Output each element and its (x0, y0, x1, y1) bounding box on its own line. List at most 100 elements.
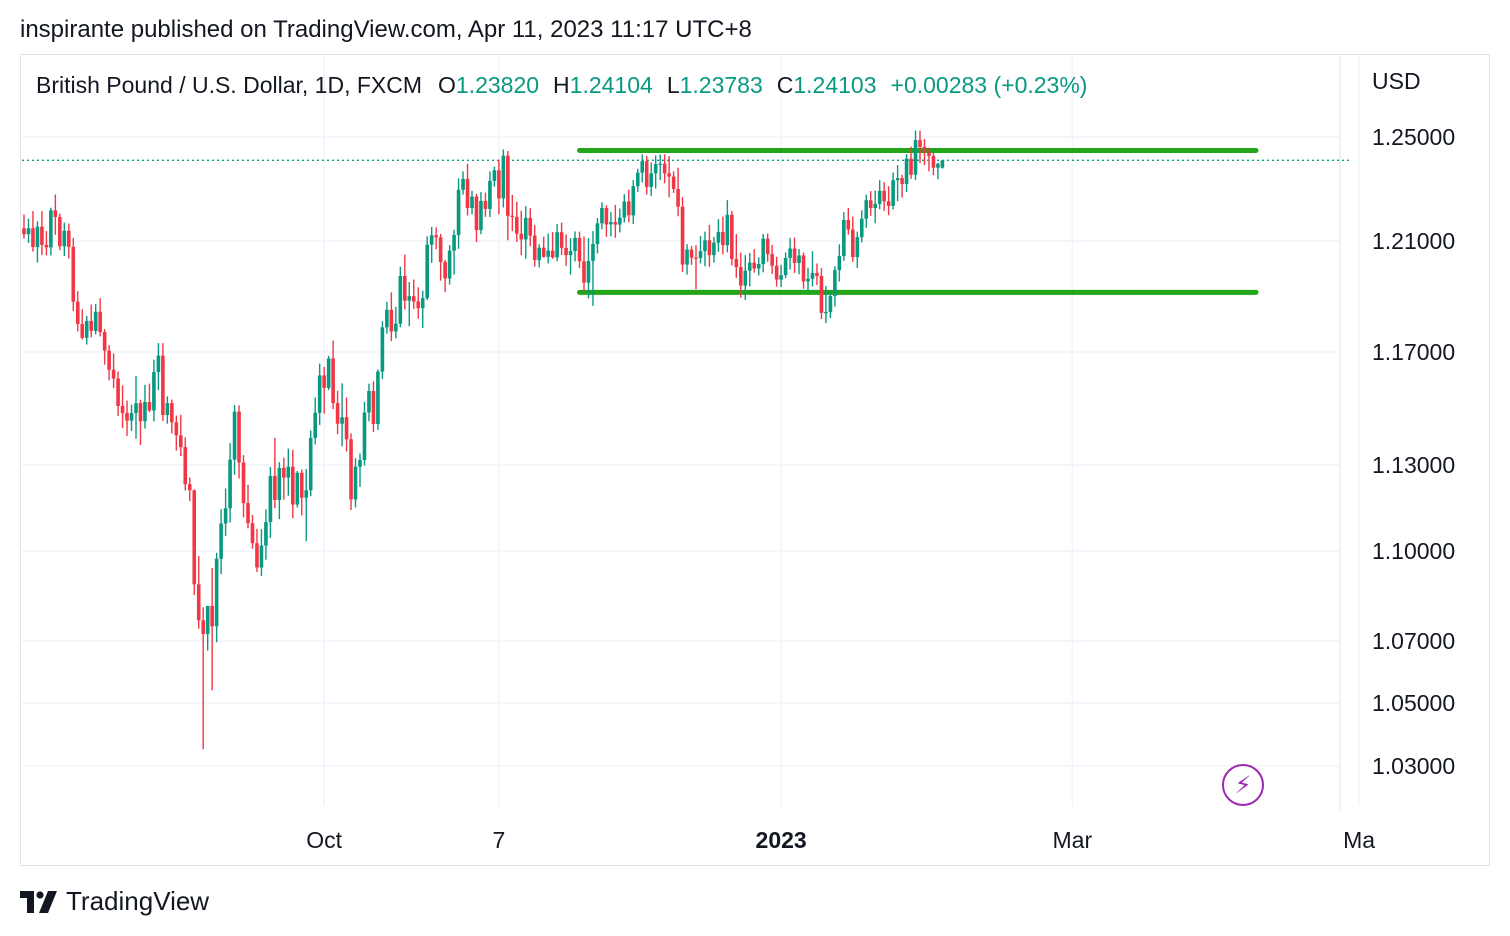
candle-body (618, 217, 622, 225)
candle-body (71, 246, 76, 302)
candle-body (313, 412, 317, 438)
candle-body (721, 231, 725, 246)
candle-body (573, 237, 577, 251)
candle-body (859, 218, 864, 238)
candle-body (779, 275, 783, 280)
high-value: 1.24104 (569, 72, 653, 98)
candle-body (98, 311, 102, 333)
candle-body (568, 250, 573, 256)
candle-body (214, 558, 219, 627)
candle-body (411, 296, 416, 302)
candle-body (927, 152, 931, 156)
price-tick-label: 1.21000 (1372, 228, 1455, 254)
candle-body (582, 261, 586, 283)
candle-body (385, 309, 389, 328)
open-value: 1.23820 (455, 72, 540, 98)
candle-body (900, 178, 904, 185)
candle-body (550, 250, 555, 258)
price-axis: 1.25000 1.21000 1.17000 1.13000 1.10000 1.070… (1339, 56, 1455, 810)
candle-body (152, 372, 156, 411)
candle-body (138, 403, 143, 422)
candle-body (828, 295, 833, 313)
candle-body (595, 223, 600, 245)
candle-body (671, 176, 676, 189)
symbol-name[interactable]: British Pound / U.S. Dollar, 1D, FXCM (36, 72, 423, 98)
candle-body (291, 466, 295, 505)
candle-body (93, 311, 98, 331)
candle-body (788, 248, 792, 258)
candle-body (703, 240, 707, 252)
candle-body (810, 272, 815, 279)
candle-body (622, 201, 627, 218)
candle-body (662, 163, 667, 174)
time-tick-label: 7 (492, 827, 505, 853)
candle-body (541, 247, 546, 257)
candle-body (205, 605, 210, 635)
candle-body (125, 413, 129, 421)
candle-body (497, 170, 501, 199)
candle-body (349, 439, 353, 500)
candle-body (833, 270, 837, 296)
candle-body (470, 196, 474, 208)
price-tick-label: 1.05000 (1372, 690, 1455, 716)
candle-body (62, 230, 67, 247)
candle-body (739, 267, 743, 286)
candle-body (819, 275, 824, 313)
candle-body (707, 240, 712, 256)
candle-body (398, 275, 403, 324)
tradingview-brand[interactable]: TradingView (20, 886, 209, 917)
candle-body (335, 403, 340, 424)
candle-body (165, 403, 170, 415)
candle-body (492, 170, 497, 181)
price-tick-label: 1.10000 (1372, 538, 1455, 564)
lightning-bolt-icon[interactable]: ⚡︎ (1222, 764, 1264, 806)
price-tick-label: 1.03000 (1372, 753, 1455, 779)
candle-body (501, 155, 506, 199)
candle-body (223, 508, 228, 524)
candle-body (447, 250, 452, 279)
candle-body (519, 233, 524, 240)
candle-body (237, 411, 241, 463)
time-axis: Oct 7 2023 Mar Ma (306, 827, 1375, 853)
candle-body (837, 255, 842, 271)
candle-body (31, 228, 35, 248)
price-tick-label: 1.17000 (1372, 339, 1455, 365)
candle-body (465, 178, 470, 208)
candle-body (75, 301, 80, 324)
candle-body (170, 403, 174, 423)
candle-body (187, 484, 192, 491)
candle-body (49, 210, 53, 248)
candle-body (394, 323, 398, 332)
time-tick-label: 2023 (756, 827, 807, 853)
candle-body (44, 244, 49, 248)
candle-body (792, 248, 797, 263)
candle-body (846, 219, 851, 230)
candle-body (26, 228, 31, 235)
candle-body (331, 358, 335, 404)
candle-body (353, 466, 358, 500)
candle-body (192, 490, 197, 585)
candle-body (344, 417, 349, 440)
candle-body (913, 140, 918, 175)
candle-body (591, 244, 595, 261)
candle-body (479, 200, 483, 231)
candle-body (452, 235, 456, 251)
candle-body (156, 355, 161, 373)
candle-body (40, 226, 44, 245)
candle-body (640, 161, 645, 173)
candle-body (730, 214, 734, 260)
candle-body (438, 237, 443, 263)
candle-body (806, 278, 810, 282)
candle-body (84, 320, 89, 338)
candle-body (797, 255, 801, 263)
candle-body (282, 467, 286, 478)
candle-body (909, 158, 913, 175)
candle-body (712, 242, 716, 256)
candle-body (67, 230, 71, 247)
candle-body (483, 200, 488, 210)
candle-body (358, 459, 362, 467)
change-value: +0.00283 (+0.23%) (890, 72, 1088, 98)
candle-body (743, 270, 748, 286)
candle-body (604, 207, 609, 225)
